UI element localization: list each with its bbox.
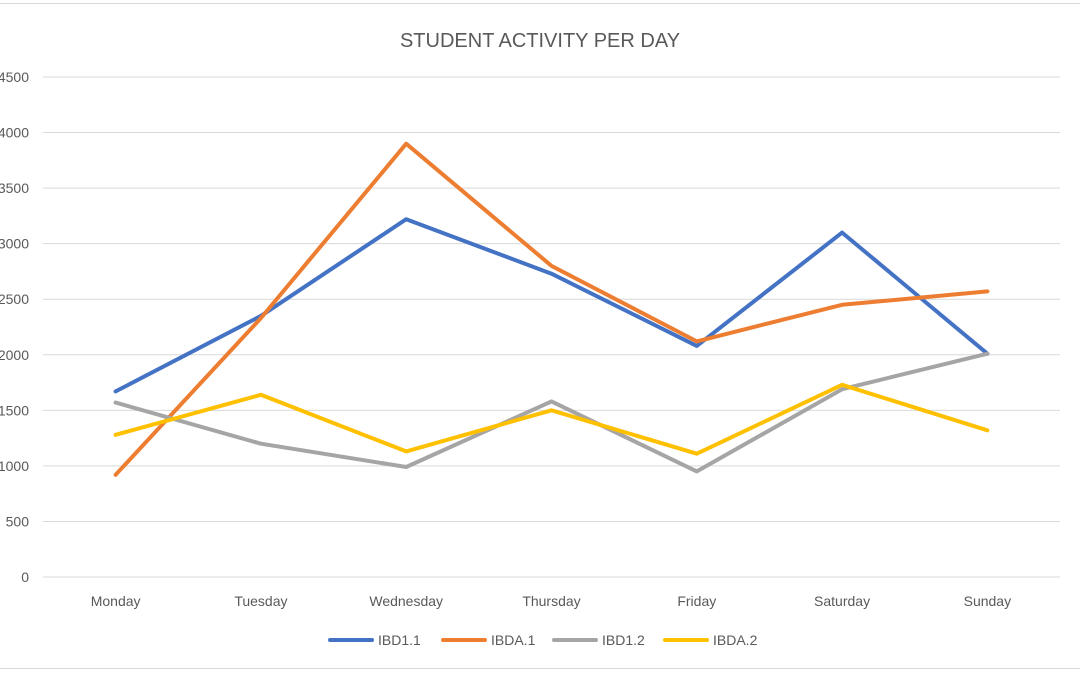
x-tick-label: Monday [91, 593, 141, 609]
x-axis-tick-labels: Monday Tuesday Wednesday Thursday Friday Satu… [91, 593, 1011, 609]
y-tick-label: 1500 [0, 402, 29, 418]
x-tick-label: Saturday [814, 593, 870, 609]
legend: IBD1.1 IBDA.1 IBD1.2 IBDA.2 [328, 632, 758, 648]
x-tick-label: Thursday [522, 593, 580, 609]
y-tick-label: 3000 [0, 236, 29, 252]
gridlines [43, 76, 1060, 578]
legend-label: IBD1.2 [602, 632, 645, 648]
y-tick-label: 2500 [0, 291, 29, 307]
y-tick-label: 500 [6, 513, 30, 529]
x-tick-label: Sunday [964, 593, 1011, 609]
y-tick-label: 3500 [0, 180, 29, 196]
chart-title: STUDENT ACTIVITY PER DAY [400, 30, 680, 52]
y-tick-label: 0 [21, 569, 29, 585]
x-tick-label: Tuesday [234, 593, 287, 609]
legend-label: IBD1.1 [378, 632, 421, 648]
series-lines [113, 141, 990, 477]
series-line-ibda-1 [113, 141, 990, 477]
x-tick-label: Friday [677, 593, 716, 609]
legend-label: IBDA.2 [713, 632, 758, 648]
x-tick-label: Wednesday [369, 593, 443, 609]
series-line-ibda-2 [113, 382, 990, 456]
y-tick-label: 2000 [0, 347, 29, 363]
chart-frame-bottom [0, 668, 1080, 669]
y-axis-tick-labels: 0 500 1000 1500 2000 2500 3000 3500 4000 4500 [0, 69, 29, 585]
chart-frame-top [0, 3, 1080, 4]
legend-label: IBDA.1 [491, 632, 536, 648]
y-tick-label: 4000 [0, 125, 29, 141]
y-tick-label: 4500 [0, 69, 29, 85]
y-tick-label: 1000 [0, 458, 29, 474]
series-line-ibd1-2 [113, 351, 990, 474]
